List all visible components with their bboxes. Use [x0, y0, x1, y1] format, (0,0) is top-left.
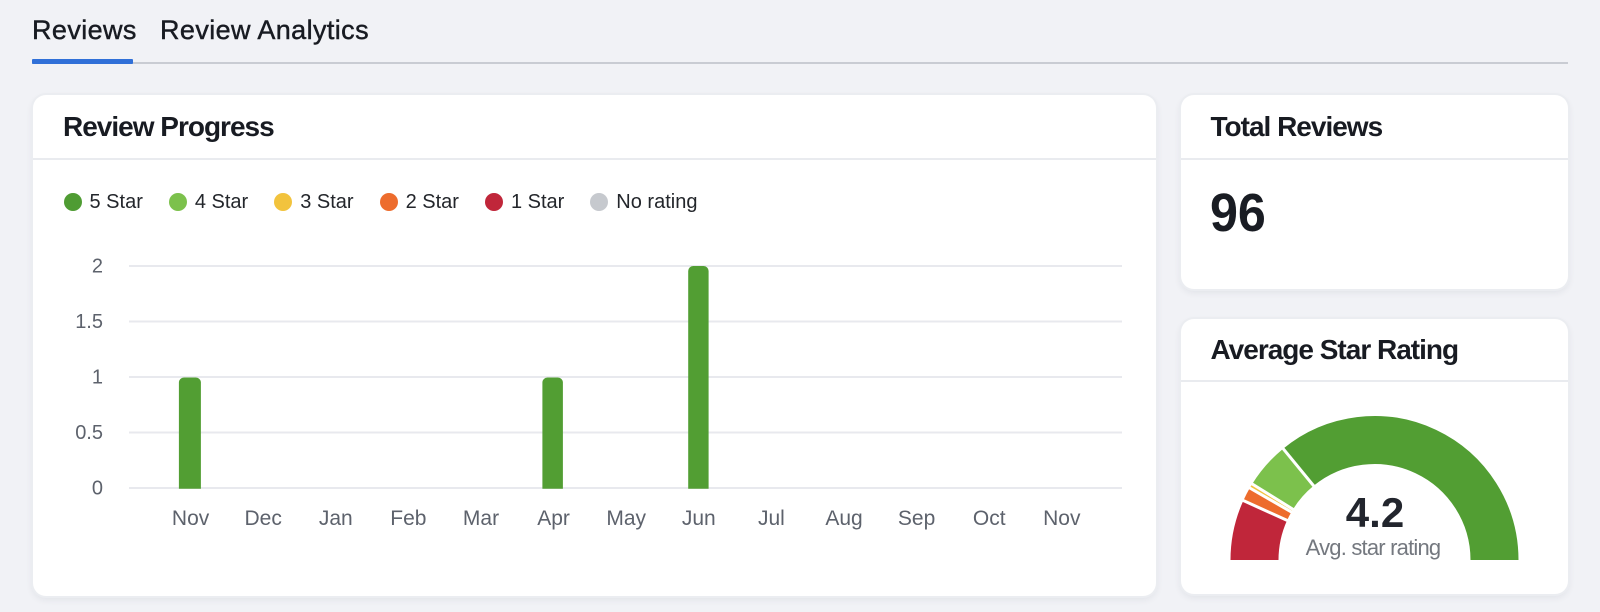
svg-text:2: 2 — [92, 256, 103, 278]
svg-text:Mar: Mar — [463, 507, 499, 530]
svg-text:Oct: Oct — [973, 507, 1006, 530]
svg-text:Jul: Jul — [758, 507, 785, 530]
svg-text:Sep: Sep — [898, 507, 935, 530]
svg-text:Nov: Nov — [172, 507, 210, 530]
svg-text:Feb: Feb — [390, 507, 426, 530]
svg-text:Aug: Aug — [825, 507, 862, 530]
svg-text:1: 1 — [92, 367, 103, 389]
svg-text:Jan: Jan — [319, 507, 353, 530]
svg-text:0.5: 0.5 — [75, 422, 103, 444]
svg-text:May: May — [606, 507, 646, 530]
svg-text:1.5: 1.5 — [75, 311, 103, 333]
svg-text:Dec: Dec — [245, 507, 282, 530]
svg-text:Jun: Jun — [682, 507, 716, 530]
svg-text:Apr: Apr — [537, 507, 570, 530]
svg-text:Nov: Nov — [1043, 507, 1081, 530]
svg-text:0: 0 — [92, 478, 103, 500]
